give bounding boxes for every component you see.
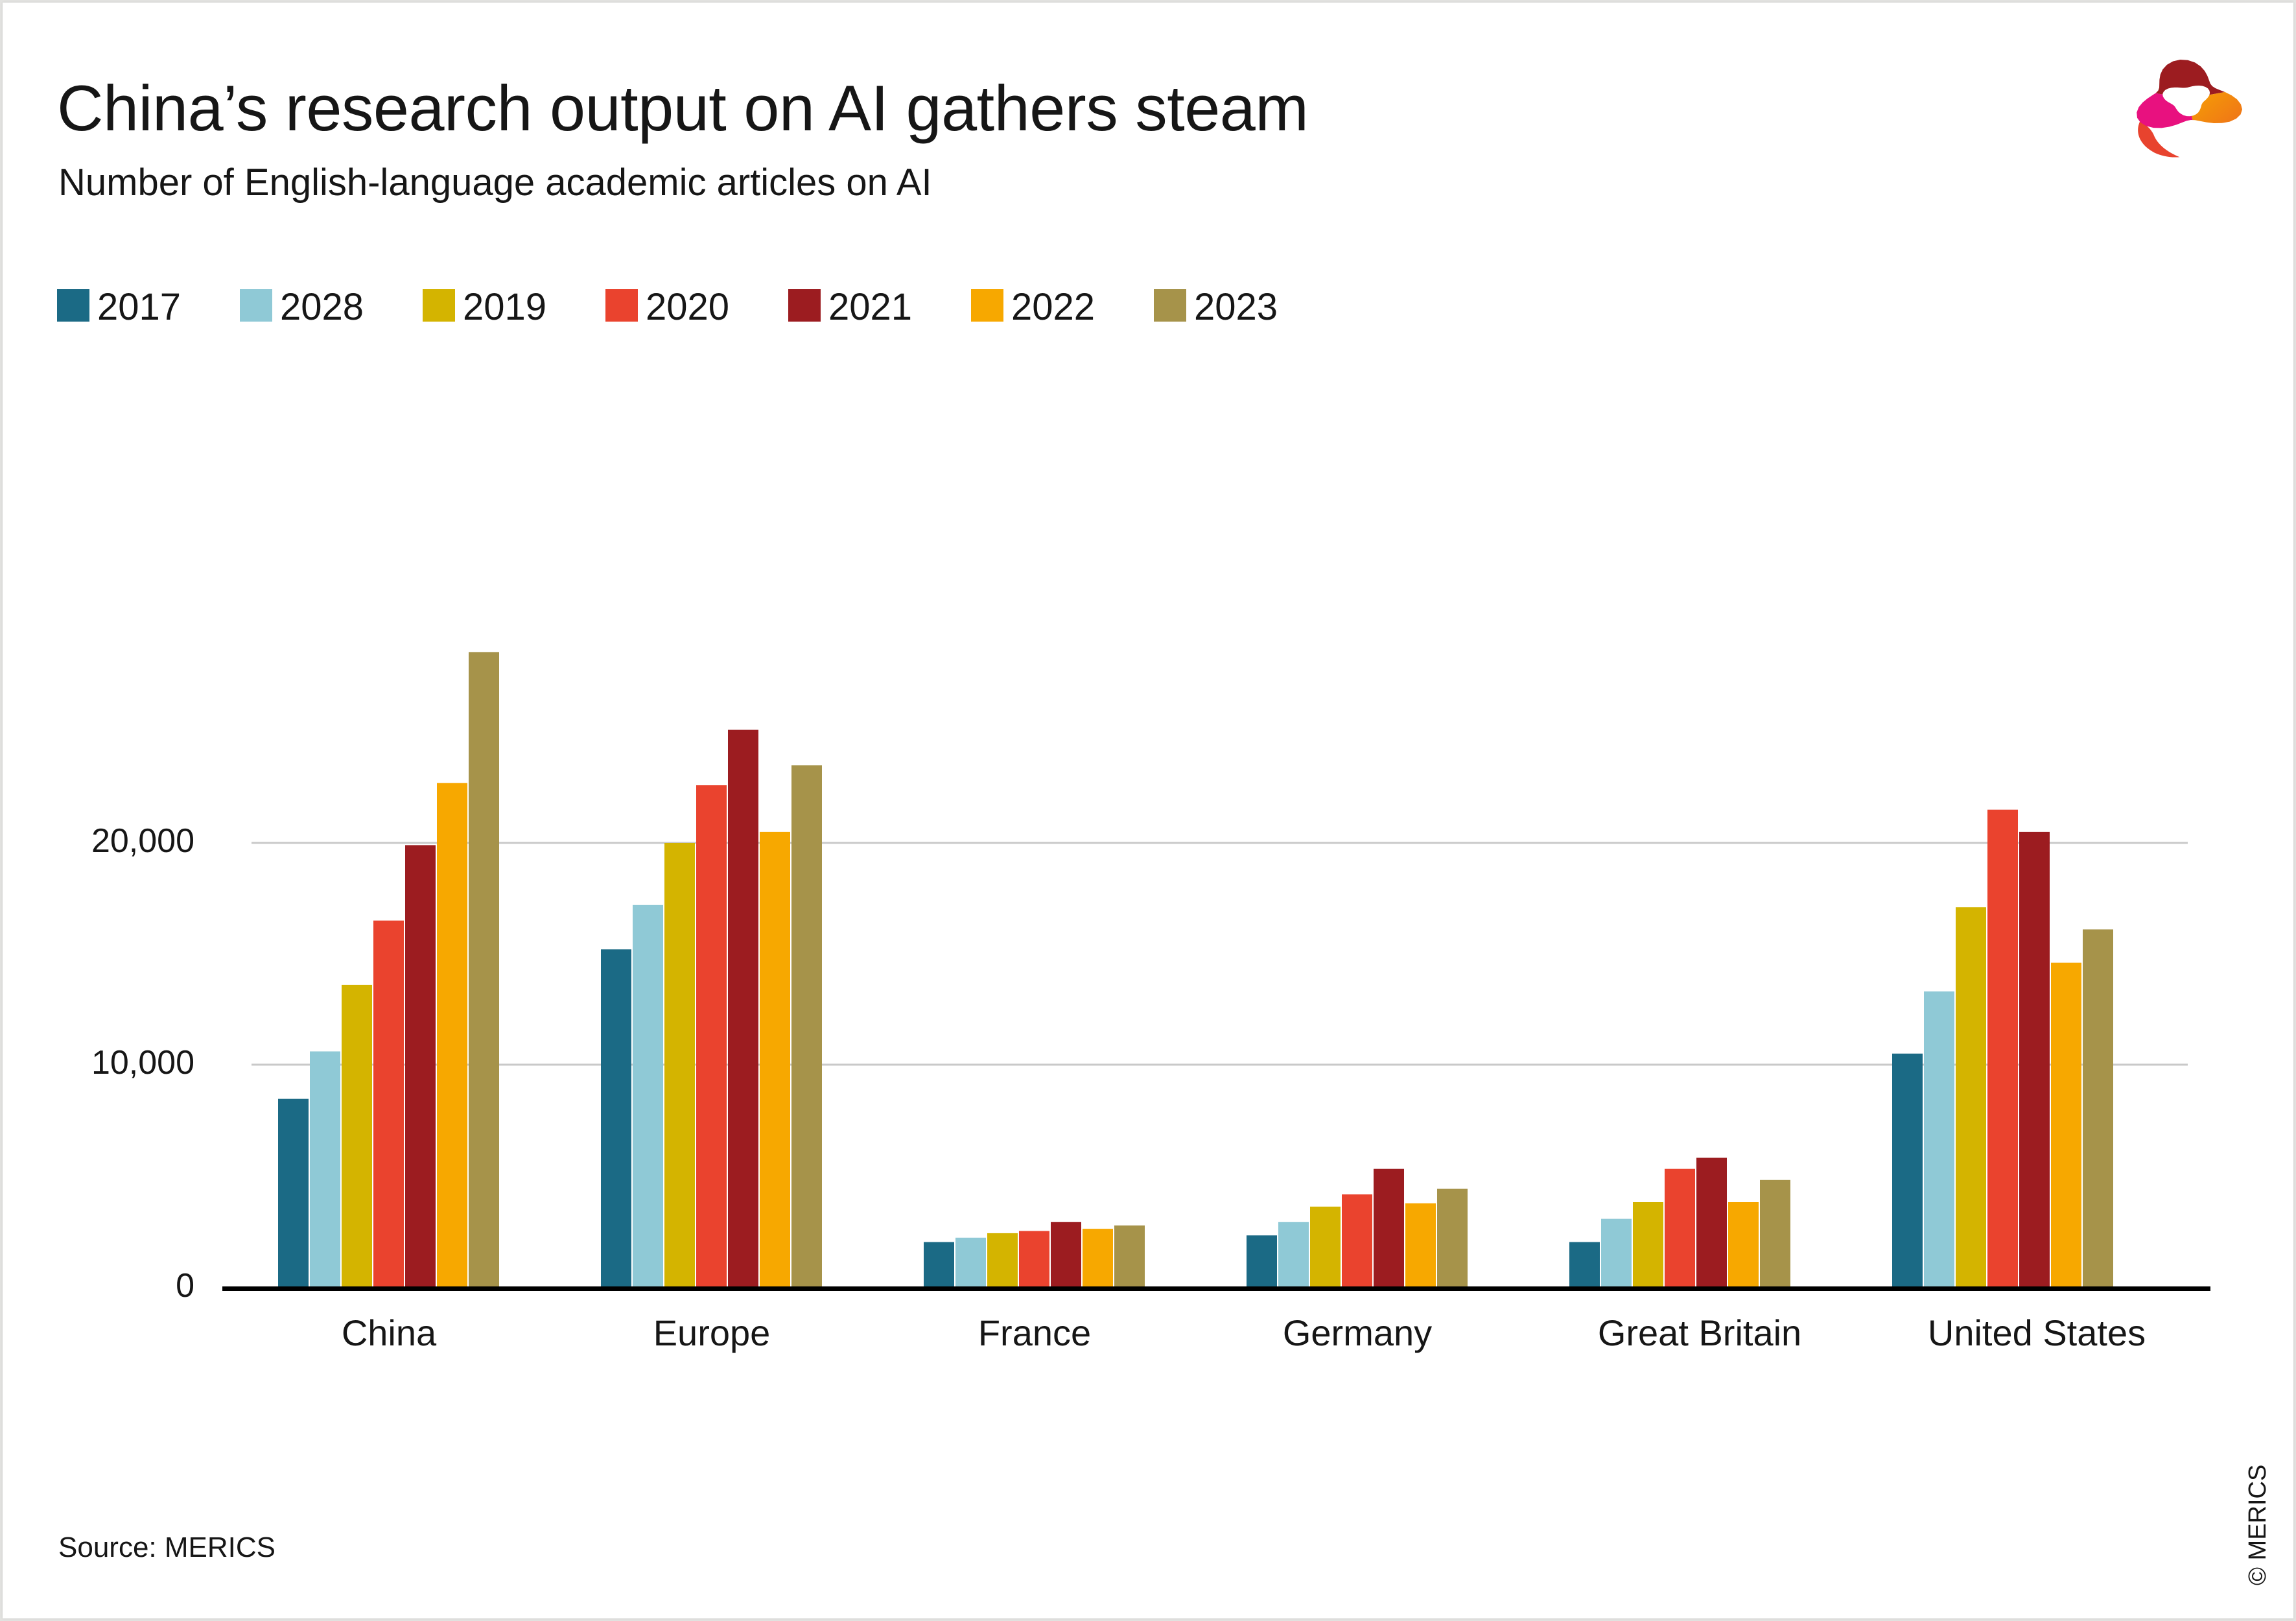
svg-text:Great Britain: Great Britain: [1598, 1312, 1801, 1353]
svg-text:United States: United States: [1928, 1312, 2146, 1353]
svg-text:2023: 2023: [1194, 286, 1278, 328]
svg-text:2021: 2021: [828, 286, 912, 328]
svg-text:2020: 2020: [646, 286, 729, 328]
svg-text:2017: 2017: [97, 286, 181, 328]
svg-text:China: China: [342, 1312, 437, 1353]
svg-text:2019: 2019: [463, 286, 546, 328]
svg-text:2022: 2022: [1011, 286, 1095, 328]
svg-text:Europe: Europe: [653, 1312, 771, 1353]
svg-text:10,000: 10,000: [91, 1044, 194, 1082]
svg-text:2028: 2028: [280, 286, 364, 328]
svg-text:Germany: Germany: [1283, 1312, 1432, 1353]
svg-text:France: France: [978, 1312, 1091, 1353]
svg-text:0: 0: [176, 1267, 194, 1305]
svg-text:20,000: 20,000: [91, 822, 194, 860]
svg-text:© MERICS: © MERICS: [2244, 1465, 2271, 1585]
